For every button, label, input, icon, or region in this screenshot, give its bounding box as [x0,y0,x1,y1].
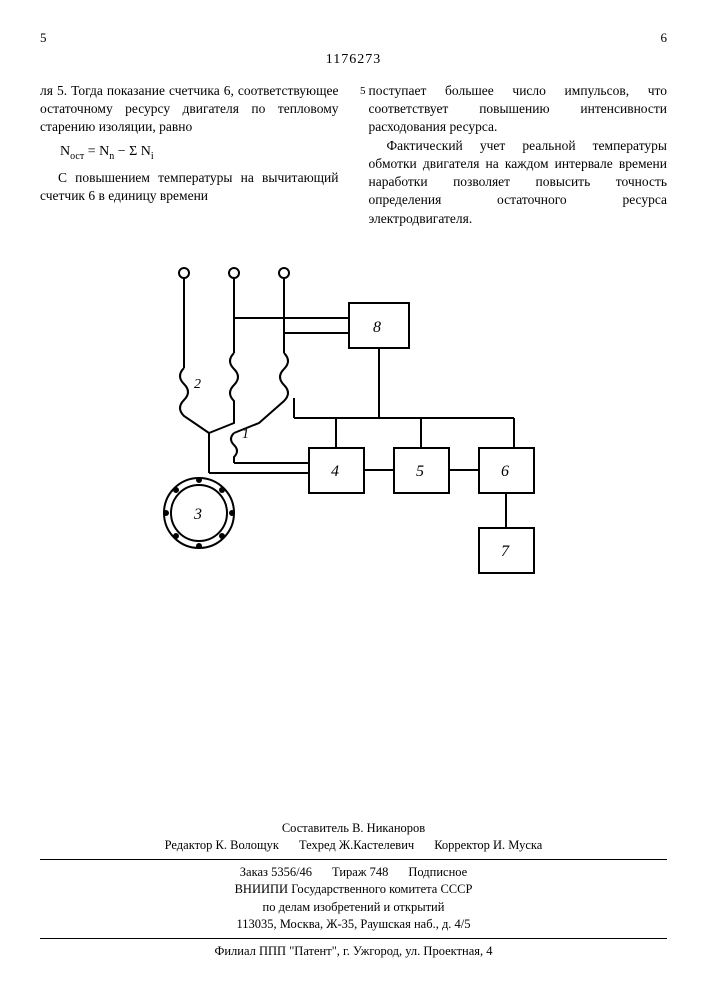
footer-addr: 113035, Москва, Ж-35, Раушская наб., д. … [40,916,667,934]
footer-org2: по делам изобретений и открытий [40,899,667,917]
f-minus: − Σ N [114,144,151,159]
label-3: 3 [193,506,202,523]
footer-podpis: Подписное [408,864,467,882]
f-lhs: N [60,144,70,159]
footer-rule-1 [40,859,667,860]
page-col-left: 5 [40,30,47,46]
footer-order: Заказ 5356/46 [240,864,312,882]
footer-editors: Редактор К. Волощук Техред Ж.Кастелевич … [40,837,667,855]
footer: Составитель В. Никаноров Редактор К. Вол… [40,820,667,961]
left-column: ля 5. Тогда показание счетчика 6, соотве… [40,82,339,228]
label-4: 4 [331,463,339,480]
label-1: 1 [242,427,249,442]
margin-line-5: 5 [360,85,366,97]
label-7: 7 [501,543,510,560]
left-p1: ля 5. Тогда показание счетчика 6, соотве… [40,82,339,137]
footer-tirazh: Тираж 748 [332,864,388,882]
footer-compiler: Составитель В. Никаноров [40,820,667,838]
right-column: поступает большее число импульсов, что с… [369,82,668,228]
two-column-text: ля 5. Тогда показание счетчика 6, соотве… [40,82,667,228]
label-6: 6 [501,463,509,480]
header-row: 5 6 [40,30,667,46]
label-2: 2 [194,377,201,392]
circuit-svg: 1 2 3 4 5 6 7 8 [144,258,564,588]
footer-filial: Филиал ППП "Патент", г. Ужгород, ул. Про… [40,943,667,961]
footer-rule-2 [40,938,667,939]
footer-corrector: Корректор И. Муска [434,837,542,855]
doc-number: 1176273 [40,52,667,68]
f-eq: = N [84,144,109,159]
footer-org1: ВНИИПИ Государственного комитета СССР [40,881,667,899]
right-p2: Фактический учет реальной температуры об… [369,137,668,228]
footer-order-row: Заказ 5356/46 Тираж 748 Подписное [40,864,667,882]
formula: Nост = Nn − Σ Ni [60,143,339,163]
circuit-figure: 1 2 3 4 5 6 7 8 [40,258,667,593]
footer-editor: Редактор К. Волощук [165,837,279,855]
f-sub1: ост [70,150,84,161]
f-sub3: i [151,150,154,161]
left-p2: С повышением температуры на вычитающий с… [40,169,339,205]
page: 5 6 1176273 5 ля 5. Тогда показание счет… [0,0,707,1000]
right-p1: поступает большее число импульсов, что с… [369,82,668,137]
label-5: 5 [416,463,424,480]
footer-techred: Техред Ж.Кастелевич [299,837,414,855]
label-8: 8 [373,319,381,336]
page-col-right: 6 [661,30,668,46]
